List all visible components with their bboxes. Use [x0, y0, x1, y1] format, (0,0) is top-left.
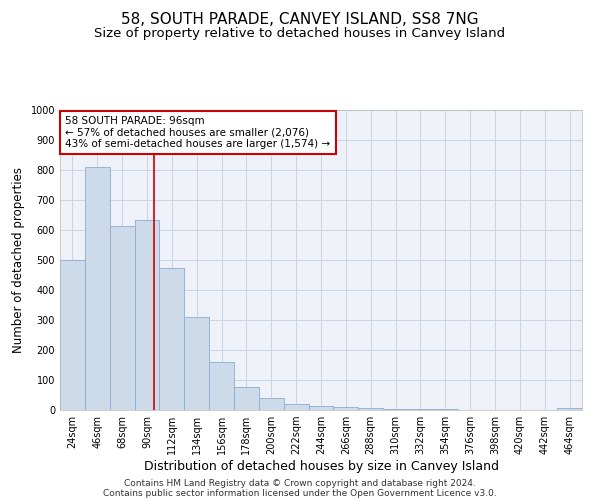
X-axis label: Distribution of detached houses by size in Canvey Island: Distribution of detached houses by size … — [143, 460, 499, 473]
Text: Contains HM Land Registry data © Crown copyright and database right 2024.: Contains HM Land Registry data © Crown c… — [124, 478, 476, 488]
Y-axis label: Number of detached properties: Number of detached properties — [12, 167, 25, 353]
Bar — [160, 268, 184, 410]
Bar — [184, 317, 209, 410]
Text: Size of property relative to detached houses in Canvey Island: Size of property relative to detached ho… — [94, 28, 506, 40]
Bar — [110, 226, 134, 410]
Bar — [334, 407, 358, 410]
Bar — [557, 408, 582, 410]
Bar — [308, 406, 334, 410]
Bar — [60, 260, 85, 410]
Bar — [209, 362, 234, 410]
Text: 58, SOUTH PARADE, CANVEY ISLAND, SS8 7NG: 58, SOUTH PARADE, CANVEY ISLAND, SS8 7NG — [121, 12, 479, 28]
Bar — [85, 167, 110, 410]
Bar — [234, 386, 259, 410]
Bar — [408, 409, 433, 410]
Bar — [259, 398, 284, 410]
Bar — [383, 408, 408, 410]
Bar — [358, 408, 383, 410]
Text: 58 SOUTH PARADE: 96sqm
← 57% of detached houses are smaller (2,076)
43% of semi-: 58 SOUTH PARADE: 96sqm ← 57% of detached… — [65, 116, 331, 149]
Bar — [134, 220, 160, 410]
Text: Contains public sector information licensed under the Open Government Licence v3: Contains public sector information licen… — [103, 488, 497, 498]
Bar — [284, 404, 308, 410]
